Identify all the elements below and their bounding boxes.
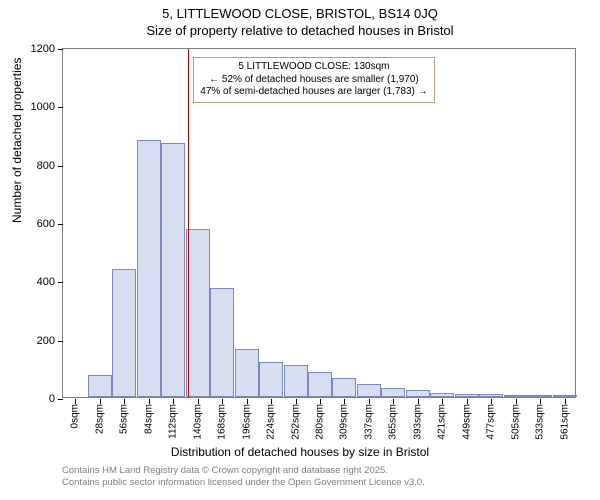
attribution-line2: Contains public sector information licen… xyxy=(62,477,425,489)
histogram-bar xyxy=(259,362,283,397)
y-tick-label: 0 xyxy=(15,393,55,405)
y-tick-mark xyxy=(58,341,63,342)
x-axis-label: Distribution of detached houses by size … xyxy=(0,445,600,459)
x-tick-label: 112sqm xyxy=(168,404,179,439)
x-tick-label: 168sqm xyxy=(217,404,228,440)
y-tick-mark xyxy=(58,107,63,108)
x-tick-label: 224sqm xyxy=(266,404,277,440)
x-tick-label: 365sqm xyxy=(388,404,399,440)
x-tick-label: 533sqm xyxy=(535,404,546,440)
y-tick-label: 600 xyxy=(15,218,55,230)
chart-title: 5, LITTLEWOOD CLOSE, BRISTOL, BS14 0JQ xyxy=(0,6,600,21)
y-tick-label: 400 xyxy=(15,276,55,288)
attribution-line1: Contains HM Land Registry data © Crown c… xyxy=(62,465,425,477)
histogram-bar xyxy=(235,349,259,397)
x-tick-label: 28sqm xyxy=(94,404,105,434)
histogram-bar xyxy=(553,395,577,397)
histogram-bar xyxy=(210,288,234,397)
y-tick-mark xyxy=(58,224,63,225)
x-tick-label: 56sqm xyxy=(119,404,130,434)
x-tick-label: 421sqm xyxy=(437,404,448,440)
x-tick-label: 140sqm xyxy=(192,404,203,440)
annotation-box: 5 LITTLEWOOD CLOSE: 130sqm← 52% of detac… xyxy=(193,57,434,103)
histogram-bar xyxy=(332,378,356,397)
y-tick-label: 1200 xyxy=(15,43,55,55)
histogram-bar xyxy=(381,388,405,397)
y-tick-mark xyxy=(58,49,63,50)
histogram-bar xyxy=(357,384,381,397)
histogram-bar xyxy=(137,140,161,397)
property-marker-line xyxy=(188,49,189,397)
x-tick-label: 0sqm xyxy=(70,404,81,428)
histogram-bar xyxy=(479,394,503,397)
histogram-bar xyxy=(430,393,454,397)
x-tick-label: 280sqm xyxy=(315,404,326,440)
y-tick-label: 1000 xyxy=(15,101,55,113)
histogram-bar xyxy=(112,269,136,397)
histogram-bar xyxy=(161,143,185,397)
y-tick-label: 800 xyxy=(15,160,55,172)
y-tick-mark xyxy=(58,282,63,283)
x-tick-label: 337sqm xyxy=(363,404,374,440)
x-tick-label: 196sqm xyxy=(241,404,252,440)
x-tick-label: 252sqm xyxy=(290,404,301,440)
x-tick-label: 561sqm xyxy=(559,404,570,440)
histogram-bar xyxy=(406,390,430,397)
x-tick-label: 477sqm xyxy=(486,404,497,440)
x-tick-label: 449sqm xyxy=(461,404,472,440)
histogram-bar xyxy=(308,372,332,397)
y-tick-mark xyxy=(58,399,63,400)
y-tick-mark xyxy=(58,166,63,167)
annotation-line2: ← 52% of detached houses are smaller (1,… xyxy=(200,74,427,87)
x-tick-label: 505sqm xyxy=(510,404,521,440)
chart-plot-area: 0200400600800100012000sqm28sqm56sqm84sqm… xyxy=(62,48,576,398)
attribution-text: Contains HM Land Registry data © Crown c… xyxy=(62,465,425,489)
histogram-bar xyxy=(455,394,479,397)
x-tick-label: 309sqm xyxy=(339,404,350,440)
chart-subtitle: Size of property relative to detached ho… xyxy=(0,23,600,38)
histogram-bar xyxy=(88,375,112,397)
y-axis-label: Number of detached properties xyxy=(10,58,24,223)
histogram-bar xyxy=(528,395,552,397)
annotation-line3: 47% of semi-detached houses are larger (… xyxy=(200,86,427,99)
x-tick-label: 84sqm xyxy=(143,404,154,434)
annotation-line1: 5 LITTLEWOOD CLOSE: 130sqm xyxy=(200,61,427,74)
histogram-bar xyxy=(186,229,210,397)
y-tick-label: 200 xyxy=(15,335,55,347)
histogram-bar xyxy=(284,365,308,397)
x-tick-label: 393sqm xyxy=(412,404,423,440)
histogram-bar xyxy=(504,395,528,397)
